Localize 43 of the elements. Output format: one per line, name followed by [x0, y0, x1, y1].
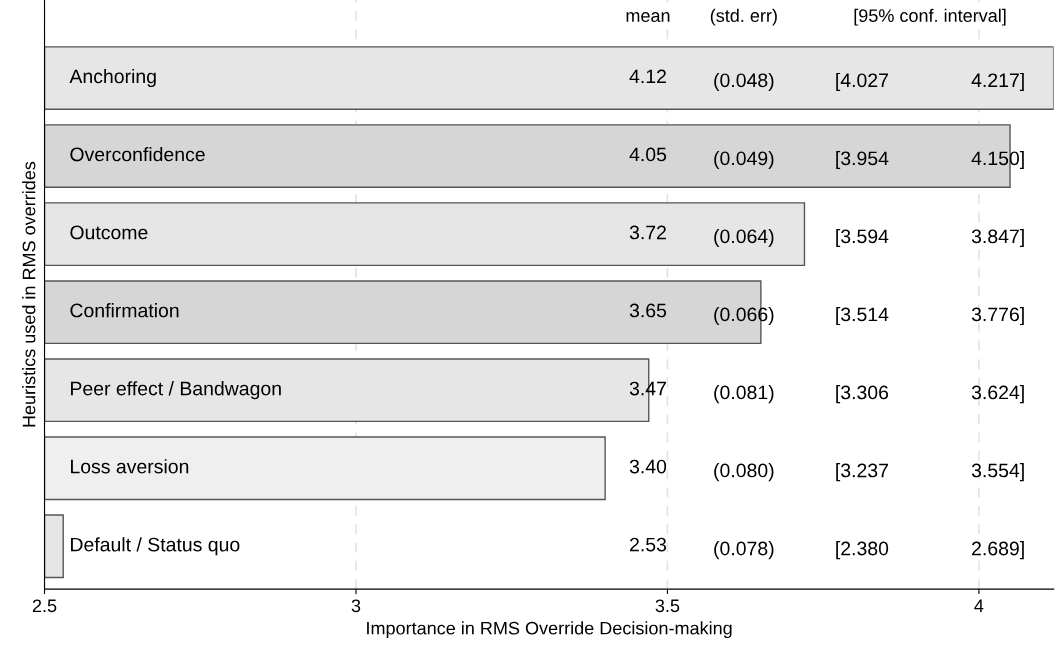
data-label: 4.05	[629, 147, 667, 162]
x-axis-title: Importance in RMS Override Decision-making	[367, 621, 732, 639]
annotation: [3.954	[836, 150, 889, 170]
y-tick-label: Peer effect / Bandwagon	[71, 381, 281, 400]
annotation: [3.306	[836, 385, 889, 404]
y-axis-title: Heuristics used in RMS overrides	[22, 161, 36, 427]
annotation: [4.027	[836, 72, 888, 91]
x-tick-label: 3	[351, 599, 361, 613]
annotation: (0.078)	[714, 541, 774, 560]
data-label: 3.40	[629, 459, 667, 474]
x-tick-label: 2.5	[32, 599, 57, 613]
annotation: 3.624]	[971, 385, 1024, 404]
annotation: 4.217]	[971, 72, 1024, 91]
data-label: 2.53	[630, 537, 667, 552]
annotation: mean	[626, 12, 670, 23]
data-label: 3.72	[629, 225, 666, 240]
annotation: 3.776]	[971, 306, 1024, 326]
x-tick-label: 4	[974, 599, 984, 612]
annotation: (0.048)	[714, 72, 774, 91]
annotation: 2.689]	[972, 541, 1024, 560]
annotation: (0.080)	[714, 463, 774, 482]
annotation: (0.049)	[714, 150, 774, 170]
data-label: 3.65	[629, 303, 667, 318]
annotation: (0.066)	[714, 306, 774, 326]
annotation: [3.237	[836, 463, 888, 482]
annotation: 4.150]	[971, 150, 1024, 170]
annotation: [2.380	[836, 541, 889, 560]
annotation: [95% conf. interval]	[854, 8, 1006, 26]
annotation: (std. err)	[710, 8, 777, 26]
annotation: [3.594	[836, 228, 889, 248]
y-tick-label: Confirmation	[70, 303, 179, 318]
data-label: 4.12	[629, 69, 666, 84]
y-tick-label: Outcome	[70, 225, 148, 240]
y-tick-label: Overconfidence	[70, 147, 205, 162]
annotation: 3.554]	[971, 463, 1024, 482]
y-tick-label: Default / Status quo	[71, 537, 240, 556]
annotation: 3.847]	[971, 228, 1024, 248]
annotation: [3.514	[836, 306, 889, 326]
y-tick-label: Loss aversion	[71, 459, 189, 474]
x-tick-label: 3.5	[655, 599, 680, 613]
y-tick-label: Anchoring	[69, 68, 156, 88]
annotation: (0.081)	[714, 385, 774, 404]
annotation: (0.064)	[714, 228, 774, 248]
